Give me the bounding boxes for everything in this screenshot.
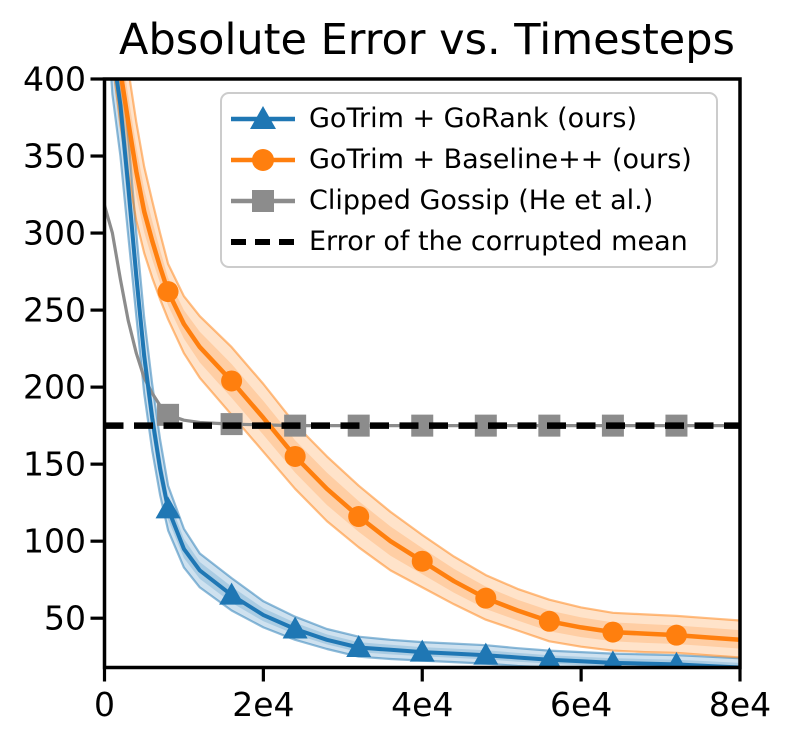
- axes-spines: [102, 77, 742, 670]
- circle-marker-1: [538, 610, 560, 632]
- triangle-marker-0: [667, 651, 686, 668]
- legend-item-clipped-gossip: Clipped Gossip (He et al.): [228, 181, 710, 221]
- triangle-marker-0: [282, 616, 308, 639]
- triangle-marker-0: [603, 650, 623, 668]
- circle-marker-1: [284, 445, 306, 467]
- x-tick-label: 2e4: [232, 685, 294, 724]
- y-tick-label: 150: [23, 445, 86, 484]
- circle-marker-1: [157, 281, 179, 303]
- y-tick-label: 300: [23, 214, 86, 253]
- circle-marker-1: [221, 370, 243, 392]
- square-marker-2: [474, 414, 497, 437]
- triangle-marker-0: [473, 642, 499, 665]
- triangle-marker-0: [537, 647, 561, 668]
- band-edge-lo-1: [113, 79, 740, 659]
- square-marker-2: [411, 414, 434, 437]
- legend-item-corrupted-mean: Error of the corrupted mean: [228, 222, 710, 262]
- y-tick-label: 50: [44, 599, 86, 638]
- triangle-marker-0: [155, 496, 181, 519]
- series-line-1: [119, 79, 740, 643]
- circle-marker-1: [348, 506, 370, 528]
- legend-label: Clipped Gossip (He et al.): [309, 185, 654, 216]
- y-tick-label: 100: [23, 522, 86, 561]
- plot-area: [104, 79, 740, 668]
- legend-label: GoTrim + GoRank (ours): [309, 103, 638, 134]
- band-edge-hi-0: [121, 79, 740, 660]
- y-tick-label: 250: [23, 291, 86, 330]
- triangle-marker-0: [409, 639, 435, 662]
- band-edge-lo-0: [110, 79, 573, 668]
- legend: GoTrim + GoRank (ours) GoTrim + Baseline…: [220, 92, 718, 268]
- band-edge-hi-1: [128, 79, 740, 622]
- dashed-line-icon: [231, 238, 295, 245]
- y-tick-label: 350: [23, 137, 86, 176]
- x-tick-label: 4e4: [391, 685, 453, 724]
- legend-label: GoTrim + Baseline++ (ours): [309, 144, 692, 175]
- legend-item-gotrim-baseline: GoTrim + Baseline++ (ours): [228, 140, 710, 180]
- circle-marker-1: [475, 587, 497, 609]
- legend-label: Error of the corrupted mean: [309, 226, 688, 257]
- y-tick-label: 200: [23, 368, 86, 407]
- x-tick-label: 6e4: [550, 685, 612, 724]
- confidence-band-1: [114, 79, 740, 658]
- triangle-marker-0: [346, 634, 372, 657]
- square-marker-icon: [231, 189, 295, 212]
- triangle-marker-icon: [231, 105, 295, 129]
- x-tick-label: 0: [94, 685, 115, 724]
- circle-marker-1: [665, 624, 687, 646]
- circle-marker-1: [411, 550, 433, 572]
- circle-marker-1: [602, 621, 624, 643]
- triangle-marker-0: [219, 582, 245, 605]
- circle-marker-icon: [231, 148, 295, 171]
- legend-item-gotrim-gorank: GoTrim + GoRank (ours): [228, 99, 710, 139]
- square-marker-2: [157, 403, 180, 426]
- y-tick-label: 400: [23, 60, 86, 99]
- x-tick-label: 8e4: [709, 685, 771, 724]
- series-line-0: [114, 79, 740, 668]
- chart-title: Absolute Error vs. Timesteps: [119, 15, 735, 65]
